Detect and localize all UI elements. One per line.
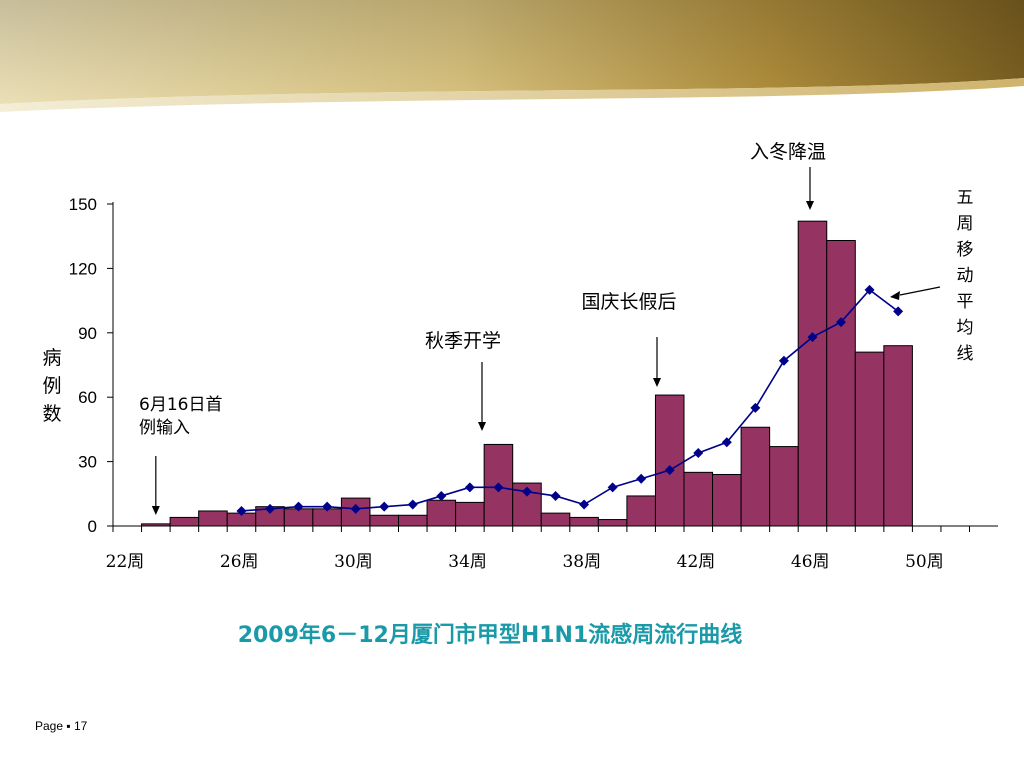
x-tick-label: 34周 [448, 552, 487, 572]
line-point-week-35 [493, 482, 504, 493]
line-point-week-46 [807, 332, 818, 343]
annotation-text: 线 [957, 344, 974, 364]
line-point-week-34 [464, 482, 475, 493]
x-tick-label: 30周 [334, 552, 373, 572]
y-tick-label: 90 [78, 324, 97, 343]
line-point-week-41 [664, 465, 675, 476]
x-tick-label: 50周 [905, 552, 944, 572]
bar-week-47 [826, 239, 856, 527]
bar-week-39 [597, 519, 628, 527]
annotation-text: 移 [957, 240, 974, 260]
y-axis-label-char: 数 [42, 403, 61, 425]
moving-average-line [236, 284, 904, 516]
bar-week-49 [883, 345, 913, 527]
annotation-text: 五 [957, 188, 974, 208]
x-tick-label: 22周 [106, 552, 145, 572]
annotation-winter: 入冬降温 [750, 141, 826, 210]
annotation-text: 周 [957, 214, 974, 234]
annotation-text: 秋季开学 [425, 330, 501, 352]
line-point-week-28 [293, 501, 304, 512]
line-point-week-33 [436, 490, 447, 501]
x-tick-label: 26周 [220, 552, 259, 572]
annotation-text: 6月16日首 [139, 395, 222, 415]
bar-week-40 [626, 495, 656, 527]
bar-week-33 [426, 499, 457, 527]
line-point-week-44 [750, 402, 761, 413]
line-point-week-36 [521, 486, 532, 497]
bar-week-34 [455, 501, 485, 527]
bar-series [141, 220, 913, 527]
line-point-week-31 [379, 501, 390, 512]
bar-week-42 [683, 471, 714, 527]
line-point-week-47 [836, 317, 847, 328]
x-tick-label: 42周 [677, 552, 716, 572]
bar-week-38 [569, 516, 599, 527]
line-point-week-29 [322, 501, 333, 512]
bar-week-48 [854, 351, 885, 527]
y-axis-label: 病例数 [42, 347, 61, 425]
y-tick-label: 30 [78, 453, 97, 472]
bar-week-32 [398, 514, 428, 527]
line-point-week-32 [407, 499, 418, 510]
line-point-week-30 [350, 503, 361, 514]
bar-week-44 [740, 426, 771, 527]
annotation-text: 平 [957, 292, 974, 312]
y-tick-label: 120 [69, 259, 97, 278]
arrow-head [151, 506, 160, 515]
x-axis-ticks: 22周 26周 30周 34周 38周 42周 46周 50周 [106, 526, 970, 572]
bar-week-37 [540, 512, 571, 527]
bar-week-46 [797, 220, 828, 527]
x-tick-label: 38周 [562, 552, 601, 572]
bar-week-24 [169, 516, 200, 527]
bar-week-23 [141, 523, 171, 527]
annotation-text: 入冬降温 [750, 141, 826, 163]
header-banner [0, 0, 1024, 112]
arrow-head [806, 201, 814, 210]
bar-week-45 [769, 446, 799, 527]
moving-average-polyline [241, 288, 899, 512]
arrow-head [653, 378, 661, 387]
line-point-week-37 [550, 490, 561, 501]
annotation-national-day: 国庆长假后 [581, 291, 677, 387]
line-point-week-40 [636, 473, 647, 484]
bar-week-31 [369, 514, 400, 527]
y-axis-label-char: 病 [42, 347, 61, 369]
bar-week-25 [198, 510, 228, 527]
y-tick-label: 150 [69, 195, 97, 214]
line-point-week-48 [864, 284, 875, 295]
line-point-week-39 [607, 482, 618, 493]
y-tick-label: 60 [78, 388, 97, 407]
line-point-week-49 [893, 306, 904, 317]
bar-week-41 [654, 394, 685, 527]
x-tick-label: 46周 [791, 552, 830, 572]
arrow-head [890, 291, 900, 300]
arrow-head [478, 422, 486, 431]
line-point-week-26 [236, 505, 247, 516]
line-point-week-43 [721, 437, 732, 448]
bar-week-43 [712, 473, 742, 527]
annotation-text: 国庆长假后 [581, 291, 676, 313]
annotation-text: 例输入 [139, 418, 190, 438]
y-axis-ticks: 0 30 60 90 120 150 [69, 195, 113, 536]
annotation-text: 动 [957, 266, 974, 286]
line-point-week-45 [778, 355, 789, 366]
annotation-autumn-school: 秋季开学 [425, 330, 501, 431]
y-tick-label: 0 [88, 517, 97, 536]
line-point-week-42 [693, 448, 704, 459]
page-number: Page ▪ 17 [35, 719, 88, 733]
line-point-week-27 [265, 503, 276, 514]
chart-title: 2009年6－12月厦门市甲型H1N1流感周流行曲线 [238, 622, 743, 648]
y-axis-label-char: 例 [42, 375, 61, 397]
annotation-text: 均 [957, 318, 974, 338]
line-point-week-38 [579, 499, 590, 510]
